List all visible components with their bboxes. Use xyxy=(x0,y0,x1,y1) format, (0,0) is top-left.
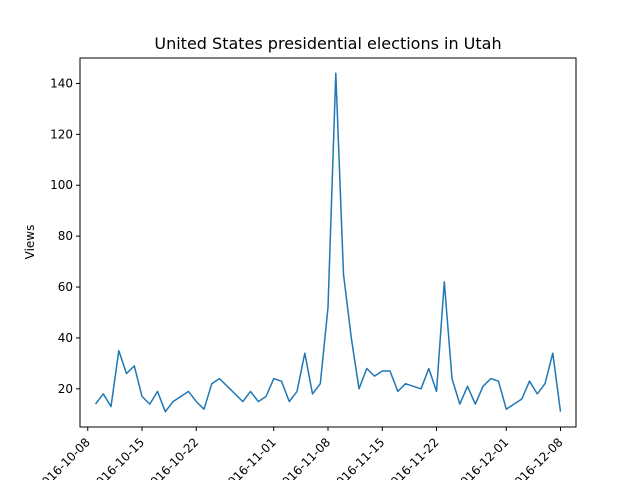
x-tick-label: 2016-11-08 xyxy=(274,435,333,480)
x-tick-label: 2016-12-01 xyxy=(452,435,511,480)
x-tick-label: 2016-12-08 xyxy=(506,435,565,480)
x-tick-label: 2016-11-15 xyxy=(328,435,387,480)
chart-title: United States presidential elections in … xyxy=(154,34,501,53)
y-tick-label: 140 xyxy=(50,76,73,90)
x-tick-label: 2016-11-01 xyxy=(220,435,279,480)
x-tick-label: 2016-10-22 xyxy=(142,435,201,480)
y-tick-label: 40 xyxy=(58,331,73,345)
y-ticks: 20 40 60 80 100 120 140 xyxy=(50,76,80,396)
y-tick-label: 80 xyxy=(58,229,73,243)
x-tick-label: 2016-10-15 xyxy=(88,435,147,480)
y-tick-label: 100 xyxy=(50,178,73,192)
x-tick-label: 2016-10-08 xyxy=(34,435,93,480)
plot-area xyxy=(94,72,562,413)
series-line-0 xyxy=(94,72,562,413)
plot-frame xyxy=(79,57,577,428)
y-axis-label: Views xyxy=(23,225,37,260)
y-tick-label: 60 xyxy=(58,280,73,294)
y-tick-label: 20 xyxy=(58,382,73,396)
x-tick-label: 2016-11-22 xyxy=(382,435,441,480)
y-tick-label: 120 xyxy=(50,127,73,141)
